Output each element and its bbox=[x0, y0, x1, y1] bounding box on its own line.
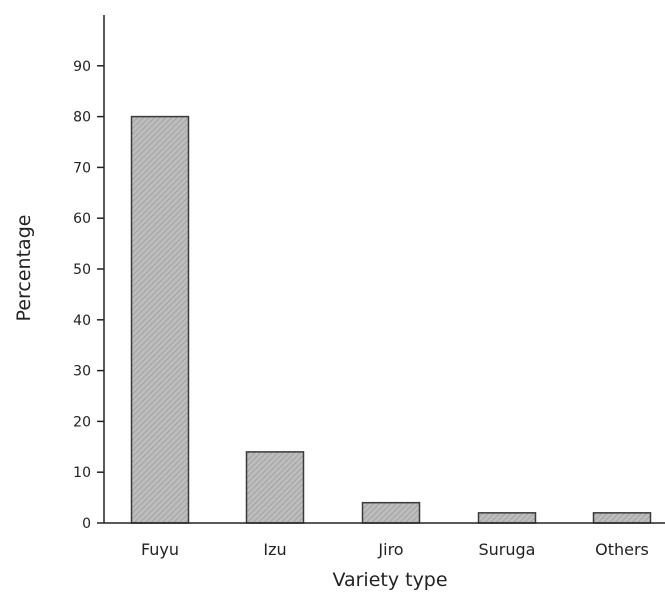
y-axis-title: Percentage bbox=[13, 215, 35, 322]
y-tick-label: 10 bbox=[73, 465, 91, 481]
bar-jiro bbox=[361, 501, 421, 524]
y-tick-label: 50 bbox=[73, 262, 91, 278]
x-tick-label: Izu bbox=[263, 540, 286, 559]
bar-fuyu bbox=[130, 115, 190, 524]
y-tick-label: 30 bbox=[73, 364, 91, 380]
y-axis-ticks: 0 10 20 30 40 50 60 70 80 90 bbox=[73, 59, 104, 532]
bar-suruga bbox=[477, 512, 537, 524]
x-tick-label: Others bbox=[595, 540, 649, 559]
y-tick-label: 40 bbox=[73, 313, 91, 329]
x-tick-label: Suruga bbox=[479, 540, 536, 559]
y-tick-label: 0 bbox=[82, 516, 91, 532]
y-tick-label: 70 bbox=[73, 160, 91, 176]
y-tick-label: 20 bbox=[73, 414, 91, 430]
bar-others bbox=[592, 512, 652, 524]
x-axis-category-labels: Fuyu Izu Jiro Suruga Others bbox=[141, 540, 649, 559]
bars bbox=[130, 115, 652, 524]
y-tick-label: 80 bbox=[73, 110, 91, 126]
x-tick-label: Jiro bbox=[377, 540, 403, 559]
x-axis-title: Variety type bbox=[332, 569, 447, 591]
x-tick-label: Fuyu bbox=[141, 540, 179, 559]
bar-izu bbox=[245, 451, 305, 524]
y-tick-label: 60 bbox=[73, 211, 91, 227]
y-tick-label: 90 bbox=[73, 59, 91, 75]
